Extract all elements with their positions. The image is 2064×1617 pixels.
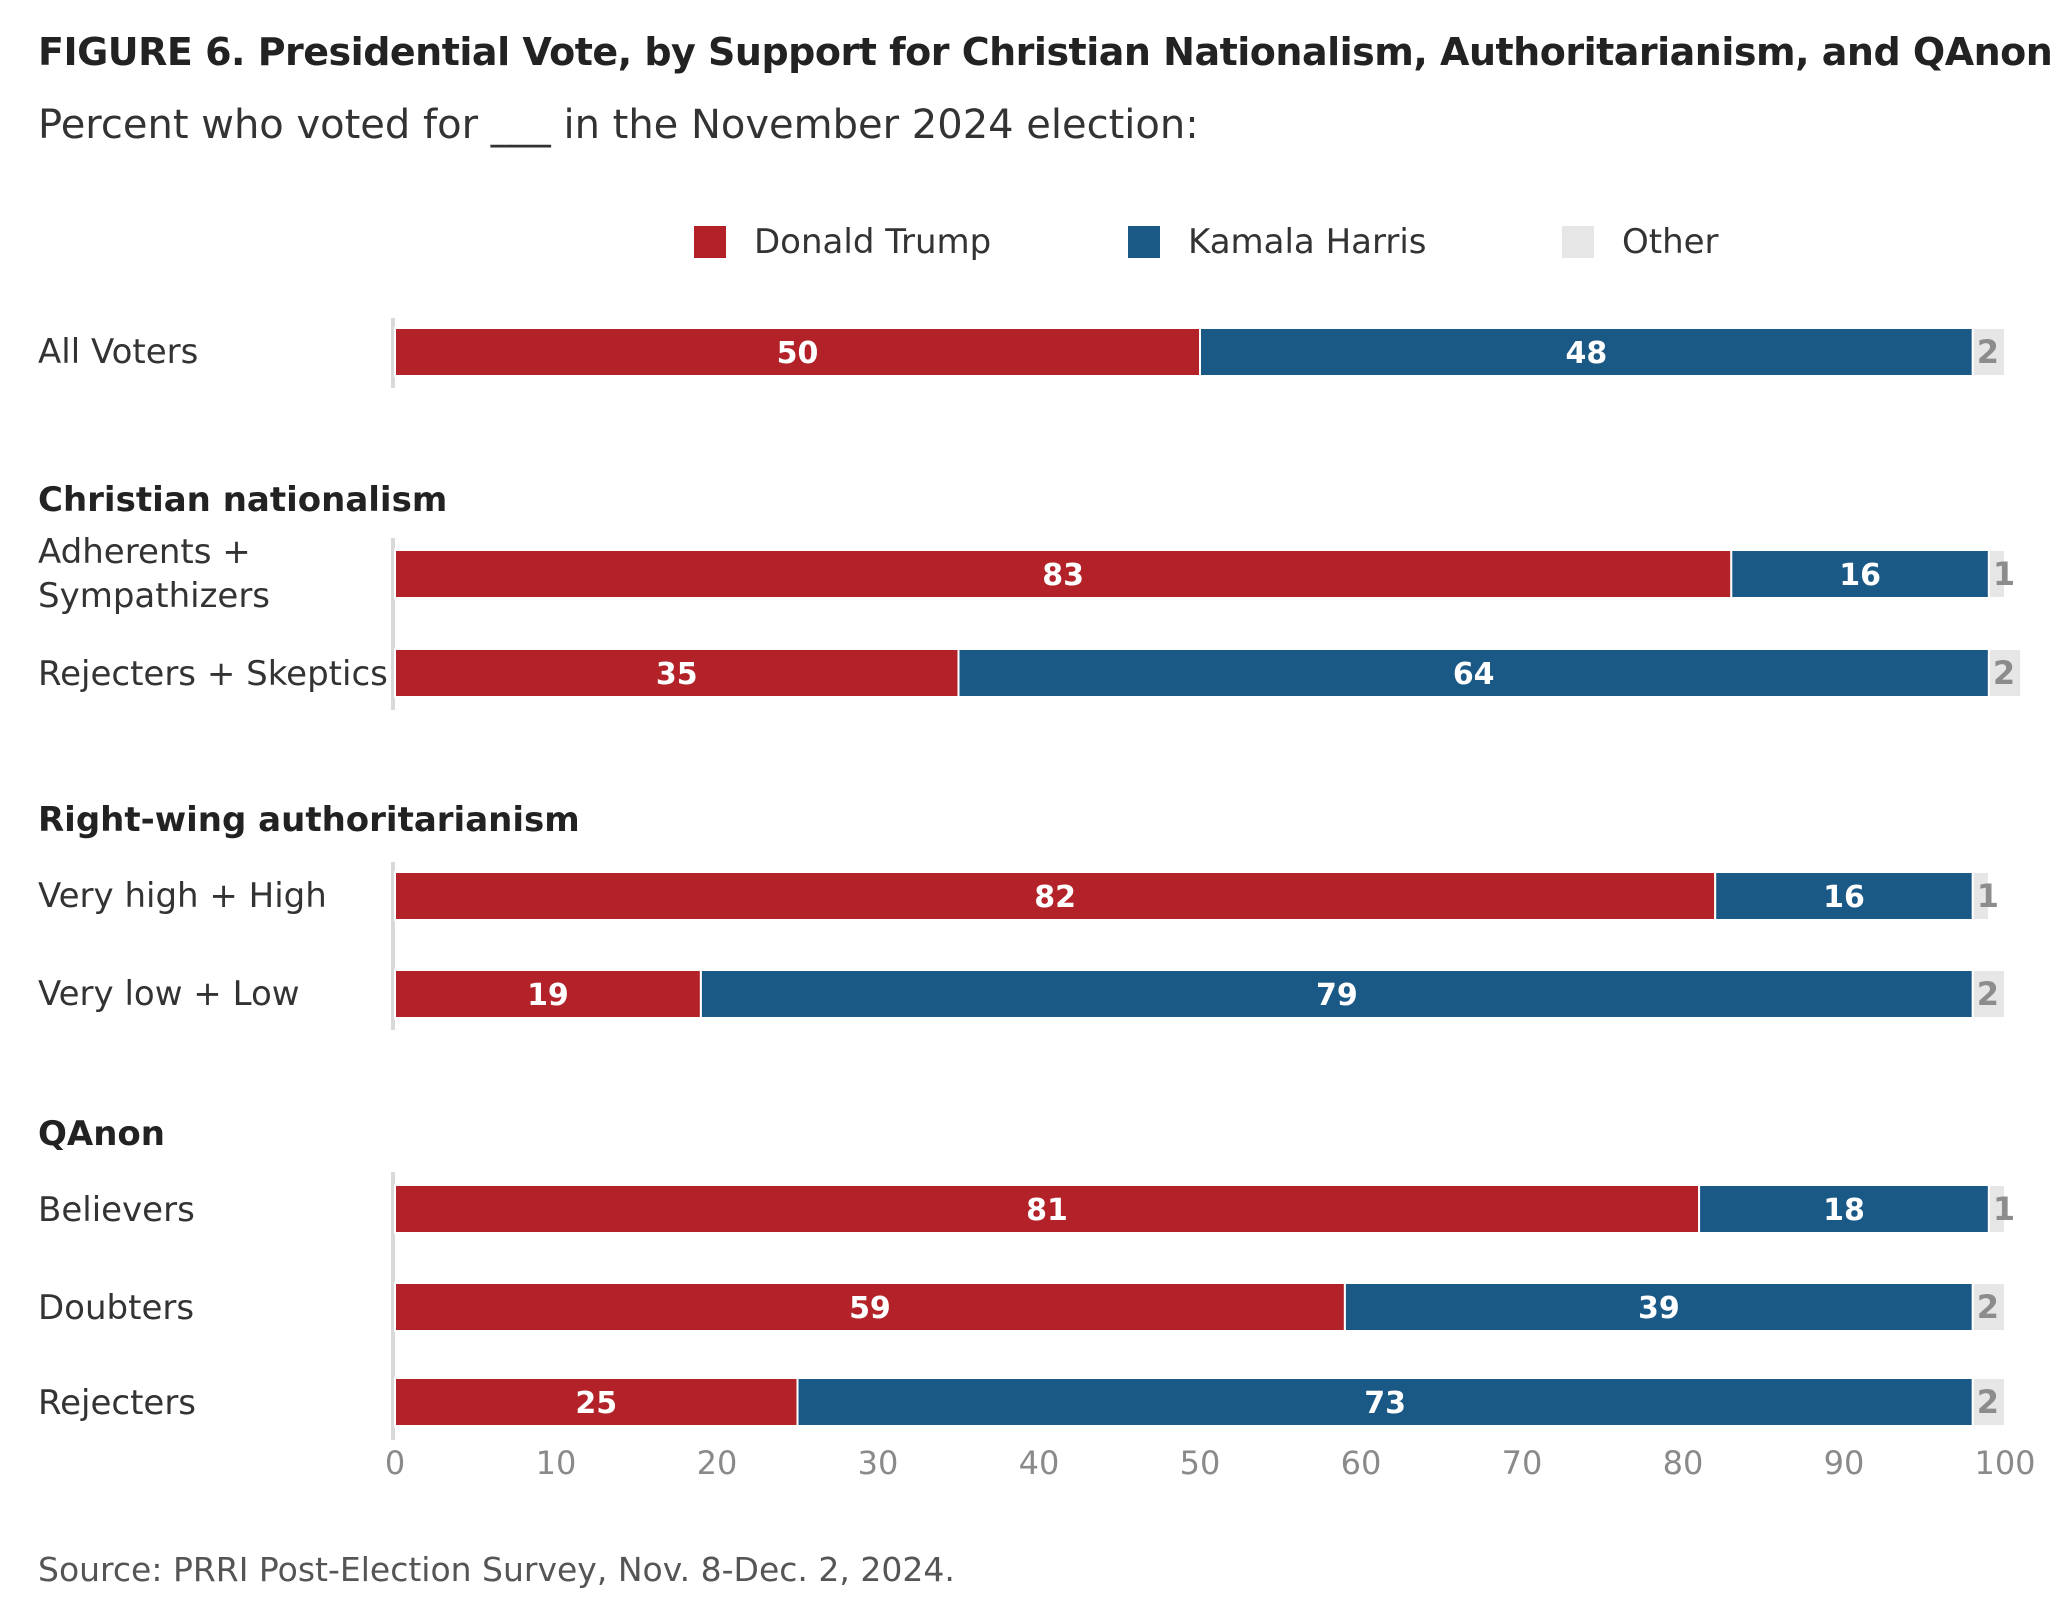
data-label-trump-very-low-low: 19 [527, 978, 569, 1013]
x-tick-label-70: 70 [1502, 1444, 1543, 1482]
data-label-harris-rejecters-skeptics: 64 [1453, 657, 1495, 692]
x-tick-label-90: 90 [1824, 1444, 1865, 1482]
bar-other-rejecters [1971, 1377, 2007, 1427]
group-title-christian-nationalism: Christian nationalism [38, 480, 448, 520]
bar-harris-adherents-sympathizers [1730, 549, 1990, 599]
bar-trump-believers [394, 1184, 1701, 1234]
x-tick-label-0: 0 [385, 1444, 405, 1482]
bar-other-believers [1987, 1184, 2007, 1234]
data-label-trump-believers: 81 [1026, 1193, 1068, 1228]
row-label-very-low-low: Very low + Low [38, 974, 300, 1014]
bar-harris-believers [1698, 1184, 1990, 1234]
legend-swatch-trump [694, 226, 726, 258]
bar-other-very-high-high [1971, 871, 1990, 921]
data-label-harris-believers: 18 [1823, 1193, 1865, 1228]
x-tick-label-20: 20 [697, 1444, 738, 1482]
x-tick-label-30: 30 [858, 1444, 899, 1482]
data-label-other-rejecters: 2 [1977, 1383, 1999, 1421]
legend-swatch-other [1562, 226, 1594, 258]
data-label-harris-all-voters: 48 [1566, 336, 1608, 371]
data-label-trump-doubters: 59 [849, 1291, 891, 1326]
row-label-rejecters-skeptics: Rejecters + Skeptics [38, 654, 388, 694]
bar-harris-rejecters-skeptics [957, 648, 1990, 698]
bar-other-all-voters [1971, 327, 2007, 377]
legend-item-trump: Donald Trump [694, 222, 991, 262]
row-label-doubters: Doubters [38, 1288, 195, 1328]
bar-harris-rejecters [796, 1377, 1974, 1427]
row-label-adherents-sympathizers: Adherents + Sympathizers [38, 532, 271, 616]
data-label-harris-adherents-sympathizers: 16 [1839, 558, 1881, 593]
bar-other-very-low-low [1971, 969, 2007, 1019]
data-label-trump-adherents-sympathizers: 83 [1042, 558, 1084, 593]
row-label-very-high-high: Very high + High [38, 876, 327, 916]
legend-label-harris: Kamala Harris [1188, 222, 1427, 262]
data-label-harris-rejecters: 73 [1364, 1386, 1406, 1421]
group-title-qanon: QAnon [38, 1114, 165, 1154]
data-label-other-very-low-low: 2 [1977, 975, 1999, 1013]
x-tick-label-50: 50 [1180, 1444, 1221, 1482]
bar-trump-very-high-high [394, 871, 1717, 921]
x-tick-label-100: 100 [1974, 1444, 2035, 1482]
bar-harris-all-voters [1199, 327, 1974, 377]
bar-trump-adherents-sympathizers [394, 549, 1733, 599]
data-label-trump-rejecters-skeptics: 35 [656, 657, 698, 692]
chart-subtitle: Percent who voted for ___ in the Novembe… [38, 102, 1199, 148]
data-label-other-doubters: 2 [1977, 1288, 1999, 1326]
bar-other-rejecters-skeptics [1987, 648, 2023, 698]
legend-item-harris: Kamala Harris [1128, 222, 1427, 262]
data-label-harris-very-low-low: 79 [1316, 978, 1358, 1013]
x-tick-label-80: 80 [1663, 1444, 1704, 1482]
data-label-other-all-voters: 2 [1977, 333, 1999, 371]
bar-trump-rejecters-skeptics [394, 648, 960, 698]
data-label-other-very-high-high: 1 [1977, 877, 1999, 915]
data-label-other-believers: 1 [1993, 1190, 2015, 1228]
bar-other-adherents-sympathizers [1987, 549, 2007, 599]
bar-other-doubters [1971, 1282, 2007, 1332]
row-label-believers: Believers [38, 1190, 195, 1230]
data-label-harris-very-high-high: 16 [1823, 880, 1865, 915]
legend-swatch-harris [1128, 226, 1160, 258]
legend: Donald Trump Kamala Harris Other [0, 222, 2064, 272]
data-label-trump-all-voters: 50 [777, 336, 819, 371]
legend-label-trump: Donald Trump [754, 222, 992, 262]
x-tick-label-10: 10 [536, 1444, 577, 1482]
data-label-harris-doubters: 39 [1638, 1291, 1680, 1326]
bar-harris-very-low-low [699, 969, 1974, 1019]
chart-title: FIGURE 6. Presidential Vote, by Support … [38, 30, 2053, 74]
bar-harris-doubters [1343, 1282, 1974, 1332]
bar-trump-all-voters [394, 327, 1201, 377]
data-label-trump-very-high-high: 82 [1034, 880, 1076, 915]
legend-label-other: Other [1622, 222, 1719, 262]
bar-trump-very-low-low [394, 969, 702, 1019]
x-tick-label-40: 40 [1019, 1444, 1060, 1482]
legend-item-other: Other [1562, 222, 1719, 262]
data-label-other-adherents-sympathizers: 1 [1993, 555, 2015, 593]
row-label-all-voters: All Voters [38, 332, 199, 372]
data-label-trump-rejecters: 25 [575, 1386, 617, 1421]
data-label-other-rejecters-skeptics: 2 [1993, 654, 2015, 692]
row-label-rejecters: Rejecters [38, 1383, 197, 1423]
source-note: Source: PRRI Post-Election Survey, Nov. … [38, 1550, 955, 1589]
group-title-authoritarianism: Right-wing authoritarianism [38, 800, 580, 840]
x-tick-label-60: 60 [1341, 1444, 1382, 1482]
bar-trump-doubters [394, 1282, 1346, 1332]
